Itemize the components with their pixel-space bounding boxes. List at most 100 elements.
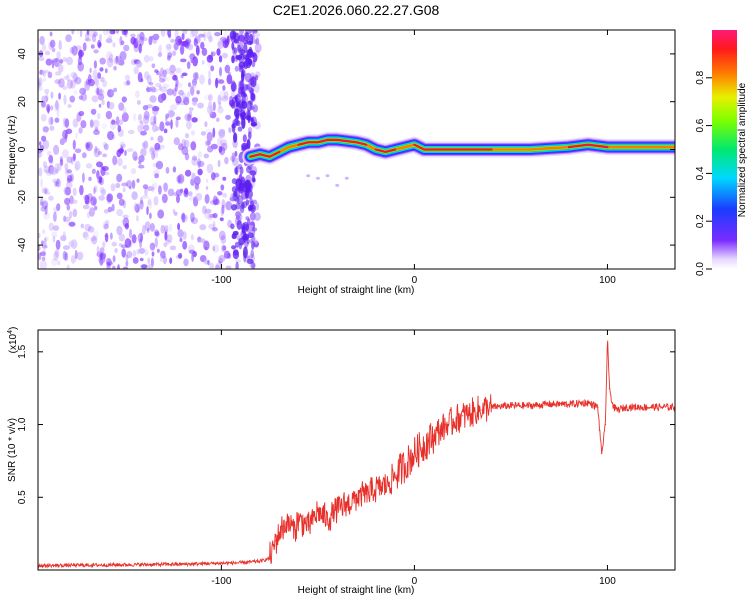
- noise-speck: [99, 163, 103, 168]
- noise-speck: [255, 202, 260, 211]
- noise-speck: [94, 145, 98, 154]
- noise-speck: [171, 50, 177, 56]
- noise-speck: [52, 235, 56, 243]
- noise-speck: [149, 56, 154, 62]
- noise-speck: [91, 235, 98, 245]
- noise-speck: [88, 176, 92, 181]
- noise-speck: [235, 102, 241, 108]
- noise-speck: [133, 112, 136, 122]
- noise-speck: [178, 89, 184, 96]
- noise-speck: [46, 171, 52, 176]
- noise-speck: [43, 70, 46, 78]
- noise-speck: [102, 241, 106, 248]
- noise-speck: [82, 204, 90, 210]
- noise-speck: [138, 155, 145, 163]
- noise-speck: [106, 261, 114, 266]
- noise-speck: [188, 195, 195, 201]
- noise-speck: [39, 145, 44, 152]
- noise-speck: [44, 169, 51, 174]
- noise-speck: [93, 49, 99, 54]
- noise-speck: [215, 77, 219, 89]
- noise-speck: [103, 223, 110, 230]
- noise-speck: [54, 248, 60, 258]
- noise-speck: [124, 238, 132, 248]
- noise-speck: [115, 182, 121, 189]
- noise-speck: [248, 131, 252, 140]
- noise-speck: [210, 51, 213, 62]
- snr-point: [604, 423, 607, 426]
- noise-speck: [238, 106, 243, 113]
- noise-speck: [49, 159, 54, 165]
- noise-speck: [78, 95, 84, 100]
- noise-speck: [66, 74, 70, 81]
- noise-speck: [42, 78, 47, 82]
- noise-speck: [114, 248, 118, 253]
- noise-speck: [187, 244, 195, 254]
- colorbar-label: Normalized spectral amplitude: [737, 82, 748, 217]
- noise-speck: [137, 114, 143, 124]
- noise-speck: [74, 163, 79, 172]
- noise-speck: [240, 91, 247, 97]
- snr-point: [317, 511, 319, 513]
- noise-speck: [38, 167, 43, 177]
- noise-speck: [251, 174, 256, 183]
- noise-speck: [186, 120, 192, 130]
- noise-speck: [244, 237, 249, 249]
- noise-speck: [159, 78, 166, 83]
- noise-speck: [62, 57, 67, 62]
- noise-speck: [244, 31, 250, 42]
- spectrogram-track: [242, 131, 675, 187]
- noise-speck: [56, 107, 60, 118]
- noise-speck: [208, 35, 213, 43]
- noise-speck: [104, 171, 110, 176]
- noise-speck: [165, 113, 170, 119]
- noise-speck: [151, 88, 159, 93]
- noise-speck: [128, 185, 132, 190]
- noise-speck: [201, 60, 205, 65]
- snr-ytick-label: 1.0: [17, 417, 28, 431]
- noise-speck: [64, 168, 69, 176]
- snr-point: [182, 563, 184, 565]
- snr-point: [336, 508, 338, 510]
- snr-point: [597, 406, 599, 408]
- noise-speck: [236, 219, 242, 230]
- noise-speck: [131, 179, 136, 189]
- snr-point: [433, 435, 435, 437]
- noise-speck: [111, 265, 116, 269]
- snr-xtick-label: -100: [211, 576, 231, 587]
- noise-speck: [219, 217, 224, 222]
- noise-speck: [74, 148, 82, 154]
- noise-speck: [231, 204, 237, 211]
- noise-speck: [218, 102, 222, 109]
- noise-speck: [119, 51, 127, 61]
- noise-speck: [236, 234, 241, 241]
- noise-speck: [82, 172, 85, 183]
- noise-speck: [168, 223, 173, 232]
- noise-speck: [151, 151, 156, 160]
- noise-speck: [165, 43, 172, 50]
- noise-speck: [218, 230, 226, 241]
- spectrogram-ylabel: Frequency (Hz): [7, 116, 18, 185]
- noise-speck: [64, 186, 72, 196]
- noise-speck: [92, 230, 99, 240]
- noise-speck: [190, 234, 194, 241]
- noise-speck: [153, 196, 159, 206]
- noise-speck: [133, 202, 138, 212]
- noise-speck: [52, 178, 59, 184]
- snr-point: [481, 409, 483, 411]
- noise-speck: [205, 178, 209, 183]
- noise-speck: [156, 126, 160, 131]
- noise-speck: [230, 35, 236, 43]
- noise-speck: [65, 128, 73, 135]
- noise-speck: [112, 255, 116, 263]
- noise-speck: [195, 45, 200, 56]
- noise-speck: [123, 80, 131, 86]
- snr-plot: [38, 333, 675, 569]
- snr-panel: -100 0 100 0.5 1.0 1.5 Height of straight lin…: [7, 327, 676, 596]
- noise-speck: [82, 42, 87, 52]
- noise-speck: [136, 100, 141, 105]
- noise-speck: [197, 168, 203, 176]
- noise-speck: [204, 212, 211, 219]
- noise-speck: [223, 31, 228, 37]
- noise-speck: [216, 117, 220, 123]
